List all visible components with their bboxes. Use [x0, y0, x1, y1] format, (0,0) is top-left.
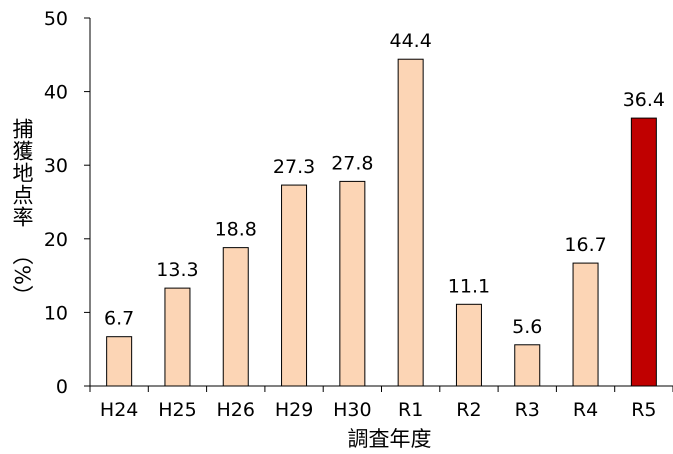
y-tick-label: 20: [44, 229, 68, 251]
bar-R1: [397, 58, 424, 387]
bars-group: [106, 58, 657, 387]
x-tick-label-H24: H24: [100, 399, 138, 421]
x-tick-label-R4: R4: [573, 399, 598, 421]
data-label-H30: 27.8: [331, 152, 373, 174]
data-labels-group: 6.7 13.3 18.8 27.3 27.8 44.4 11.1 5.6 16.7 36.4: [104, 30, 665, 338]
y-ticks-group: 0 10 20 30 40 50: [44, 8, 90, 398]
y-tick-label: 40: [44, 82, 68, 104]
x-tick-label-H30: H30: [333, 399, 371, 421]
data-label-R5: 36.4: [623, 89, 665, 111]
x-tick-label-R5: R5: [631, 399, 656, 421]
bar-R5: [630, 117, 657, 387]
x-tick-label-R3: R3: [515, 399, 540, 421]
bar-R4: [572, 262, 599, 387]
data-label-H24: 6.7: [104, 308, 134, 330]
data-label-H26: 18.8: [215, 219, 257, 241]
bar-R2: [455, 303, 482, 387]
bar-H30: [339, 180, 366, 387]
x-tick-label-H25: H25: [158, 399, 196, 421]
y-tick-label: 10: [44, 302, 68, 324]
y-tick-label: 0: [56, 376, 68, 398]
bar-H29: [281, 184, 308, 387]
y-tick-label: 30: [44, 155, 68, 177]
x-tick-label-R1: R1: [398, 399, 423, 421]
x-tick-label-H29: H29: [275, 399, 313, 421]
x-tick-label-H26: H26: [217, 399, 255, 421]
bar-H26: [222, 247, 249, 387]
data-label-R1: 44.4: [389, 30, 431, 52]
y-tick-label: 50: [44, 8, 68, 30]
data-label-H29: 27.3: [273, 156, 315, 178]
bar-R3: [514, 344, 541, 387]
y-axis-title: 捕獲地点率: [10, 118, 34, 228]
data-label-H25: 13.3: [156, 259, 198, 281]
bar-H24: [106, 336, 133, 387]
x-tick-label-R2: R2: [456, 399, 481, 421]
x-ticks-group: H24 H25 H26 H29 H30 R1 R2 R3 R4 R5: [89, 386, 673, 421]
data-label-R4: 16.7: [564, 234, 606, 256]
data-label-R2: 11.1: [448, 275, 490, 297]
bar-H25: [164, 287, 191, 387]
y-axis-unit: （%）: [10, 244, 34, 306]
x-axis-title: 調査年度: [348, 427, 432, 451]
data-label-R3: 5.6: [512, 316, 542, 338]
